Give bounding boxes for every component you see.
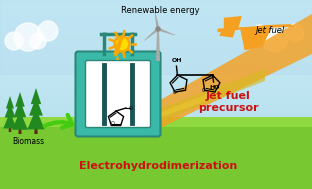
Text: HO: HO (209, 85, 220, 90)
Circle shape (114, 36, 130, 52)
Text: Biomass: Biomass (12, 137, 44, 146)
Polygon shape (217, 24, 294, 32)
Polygon shape (14, 100, 26, 117)
Circle shape (251, 25, 269, 43)
Polygon shape (219, 29, 236, 38)
Text: O: O (110, 121, 115, 126)
Polygon shape (148, 69, 265, 126)
Polygon shape (18, 127, 22, 134)
Polygon shape (0, 119, 312, 189)
Polygon shape (156, 29, 160, 61)
Text: O: O (129, 105, 133, 111)
Circle shape (5, 32, 23, 50)
Polygon shape (27, 109, 45, 129)
Polygon shape (6, 96, 14, 109)
Polygon shape (9, 126, 11, 132)
Circle shape (30, 33, 46, 49)
Polygon shape (5, 103, 15, 118)
Polygon shape (34, 126, 38, 134)
Polygon shape (148, 89, 220, 122)
Polygon shape (148, 14, 312, 134)
Circle shape (156, 27, 160, 31)
Text: O: O (202, 88, 206, 93)
Polygon shape (154, 11, 159, 29)
FancyArrowPatch shape (45, 115, 72, 128)
Polygon shape (31, 88, 41, 104)
Polygon shape (113, 30, 124, 60)
Polygon shape (12, 111, 28, 130)
Text: Renewable energy: Renewable energy (121, 6, 199, 15)
Text: Jet fuel: Jet fuel (256, 26, 285, 35)
Circle shape (262, 26, 288, 52)
FancyBboxPatch shape (76, 51, 160, 136)
Polygon shape (158, 28, 175, 36)
Polygon shape (15, 92, 25, 107)
Text: precursor: precursor (198, 103, 258, 113)
Text: OH: OH (172, 58, 183, 63)
Text: O: O (173, 91, 177, 95)
Polygon shape (3, 112, 17, 128)
Polygon shape (29, 97, 43, 116)
FancyBboxPatch shape (85, 60, 150, 128)
Circle shape (14, 23, 42, 51)
Polygon shape (0, 117, 312, 127)
Polygon shape (144, 28, 159, 41)
Text: Electrohydrodimerization: Electrohydrodimerization (79, 161, 237, 171)
Circle shape (116, 39, 128, 50)
Polygon shape (240, 28, 271, 50)
Polygon shape (224, 16, 242, 29)
Text: Jet fuel: Jet fuel (206, 91, 250, 101)
Circle shape (286, 24, 304, 42)
Circle shape (38, 21, 58, 41)
